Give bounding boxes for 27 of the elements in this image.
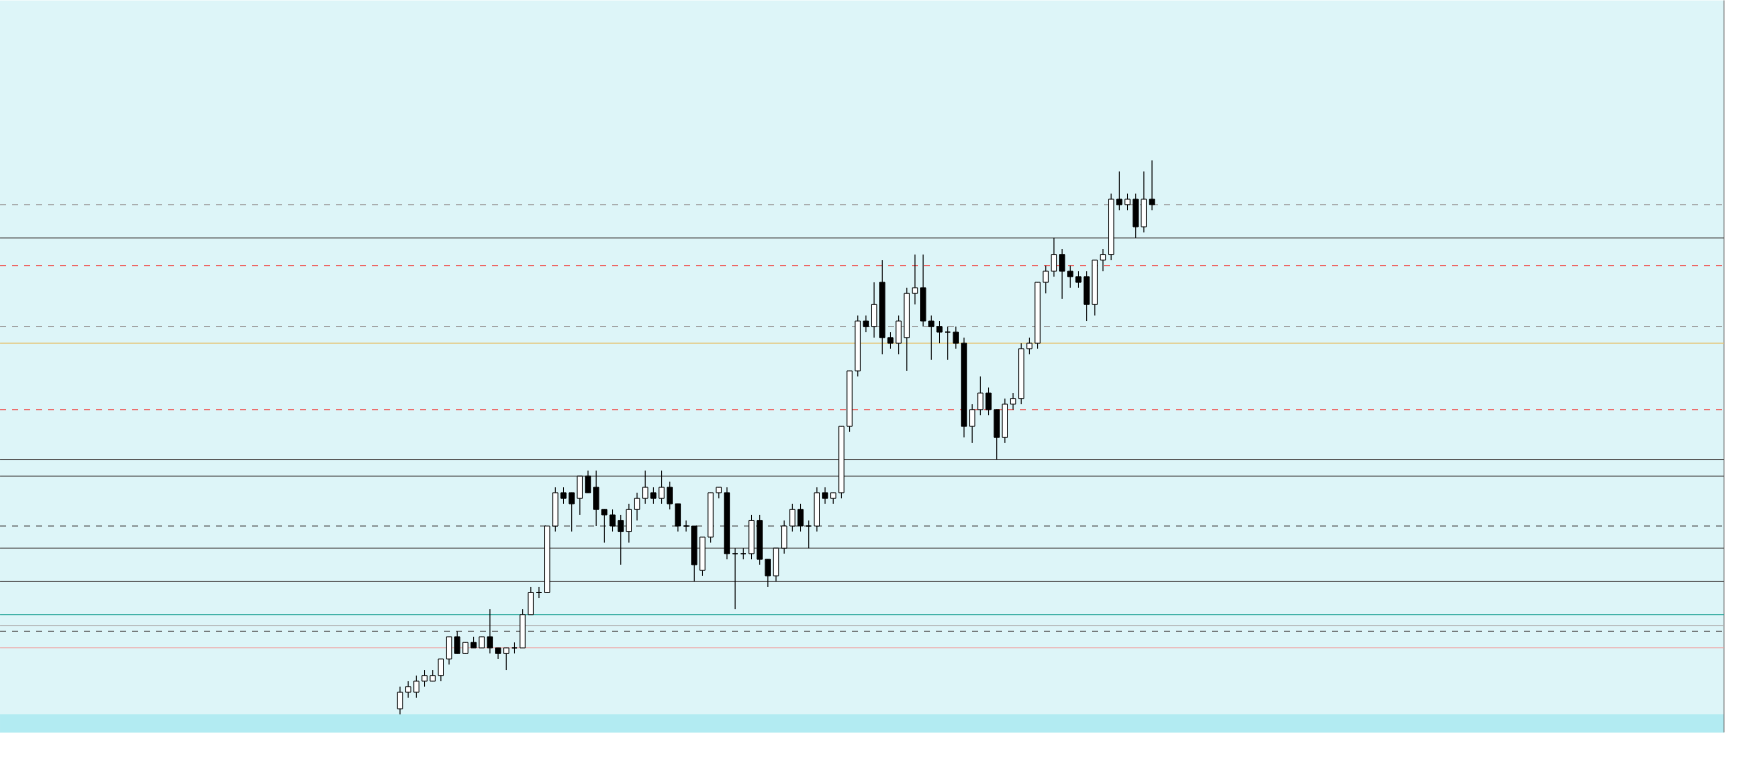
candlestick: [397, 685, 404, 715]
candlestick: [797, 503, 804, 532]
candlestick: [625, 503, 632, 543]
candlestick: [936, 320, 943, 344]
candlestick: [576, 475, 583, 516]
candlestick: [1140, 170, 1147, 233]
candlestick: [871, 281, 878, 338]
candlestick: [617, 514, 624, 566]
candlestick: [1132, 192, 1139, 239]
candlestick: [658, 469, 665, 505]
candlestick: [920, 253, 927, 327]
candlestick: [813, 486, 820, 532]
candlestick: [413, 674, 420, 699]
candlestick: [593, 469, 600, 527]
candlestick: [454, 630, 461, 654]
candlestick: [1050, 237, 1057, 278]
candlestick: [903, 287, 910, 372]
candlestick: [609, 508, 616, 532]
candlestick: [691, 525, 698, 582]
candlestick: [1059, 248, 1066, 300]
candlestick: [486, 608, 493, 654]
candlestick: [642, 469, 649, 505]
candlestick: [1001, 397, 1008, 444]
candlestick: [503, 647, 510, 671]
candlestick: [1091, 259, 1098, 316]
candlestick: [944, 325, 951, 361]
candlestick: [748, 514, 755, 560]
